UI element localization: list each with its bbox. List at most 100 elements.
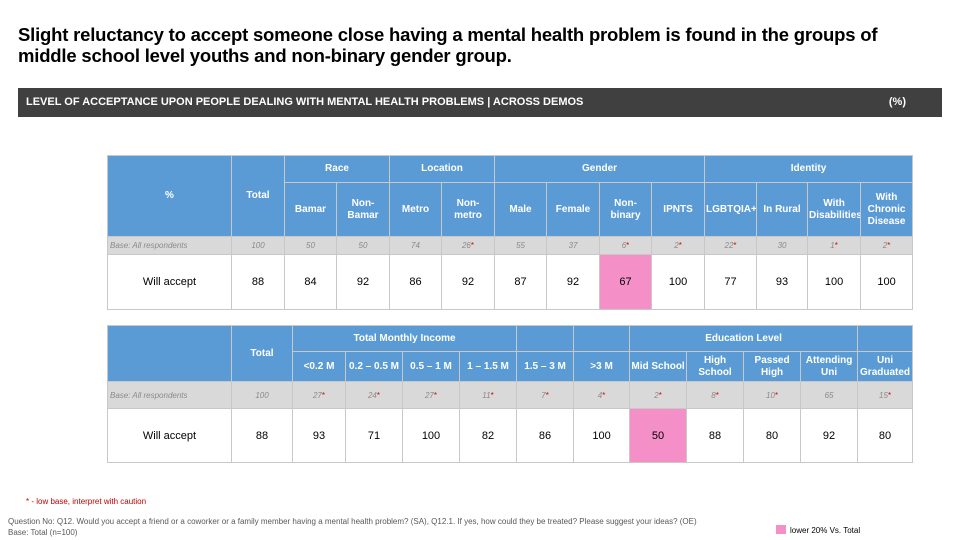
base-cell: 55 xyxy=(494,236,548,255)
base-cell: 74 xyxy=(389,236,442,255)
low-base-star: * xyxy=(376,390,381,400)
low-base-star: * xyxy=(774,390,779,400)
base-row: Base: All respondents 100 50 50 74 26* 5… xyxy=(107,236,914,255)
value-cell: 100 xyxy=(860,254,914,310)
low-base-note: * - low base, interpret with caution xyxy=(26,497,147,506)
low-base-star: * xyxy=(490,390,494,400)
group-header-location: Location xyxy=(388,155,496,183)
column-header: IPNTS xyxy=(651,182,706,237)
base-value: 1 xyxy=(830,241,835,250)
base-cell: 27* xyxy=(402,381,460,409)
base-cell: 50 xyxy=(284,236,337,255)
column-header: Male xyxy=(494,182,548,237)
column-header: LGBTQIA+ xyxy=(704,182,758,237)
legend: lower 20% Vs. Total xyxy=(776,525,860,535)
base-cell: 11* xyxy=(458,381,518,409)
base-value: 10 xyxy=(766,390,775,400)
table-row: Will accept 88 84 92 86 92 87 92 67 100 … xyxy=(107,254,914,310)
base-cell: 15* xyxy=(857,381,914,409)
column-header: Non-binary xyxy=(599,182,653,237)
low-base-star: * xyxy=(545,390,549,400)
group-header-gender: Gender xyxy=(494,155,706,183)
base-cell: 10* xyxy=(743,381,802,409)
column-header: 1.5 – 3 M xyxy=(516,351,575,382)
base-value: 11 xyxy=(482,390,491,400)
banner-unit: (%) xyxy=(888,96,906,108)
column-header: 0.5 – 1 M xyxy=(402,351,460,382)
low-base-star: * xyxy=(470,241,475,250)
base-value: 15 xyxy=(879,390,888,400)
base-cell: 30 xyxy=(756,236,809,255)
row-label: Will accept xyxy=(107,254,232,310)
column-header: In Rural xyxy=(756,182,809,237)
total-header: Total xyxy=(231,325,293,382)
value-cell: 93 xyxy=(756,254,809,310)
value-cell: 84 xyxy=(284,254,337,310)
base-label: Base: All respondents xyxy=(107,381,232,409)
column-header: Mid School xyxy=(629,351,688,382)
value-cell: 86 xyxy=(516,408,575,463)
group-header-education: Education Level xyxy=(629,325,859,352)
low-base-star: * xyxy=(887,241,891,250)
column-header: Metro xyxy=(389,182,442,237)
column-header: Female xyxy=(546,182,601,237)
row-label: Will accept xyxy=(107,408,232,463)
low-base-star: * xyxy=(321,390,326,400)
section-banner: LEVEL OF ACCEPTANCE UPON PEOPLE DEALING … xyxy=(18,88,942,117)
base-cell: 24* xyxy=(345,381,403,409)
total-header: Total xyxy=(231,155,285,237)
question-text: Question No: Q12. Would you accept a fri… xyxy=(8,517,697,526)
base-cell: 4* xyxy=(573,381,631,409)
column-header: 1 – 1.5 M xyxy=(458,351,518,382)
base-cell: 100 xyxy=(231,381,293,409)
column-header: Non-metro xyxy=(440,182,496,237)
base-cell: 2* xyxy=(651,236,706,255)
value-cell: 93 xyxy=(292,408,346,463)
base-cell: 6* xyxy=(599,236,653,255)
column-header: With Chronic Disease xyxy=(860,182,914,237)
corner-header: % xyxy=(107,155,232,237)
low-base-star: * xyxy=(626,241,630,250)
group-header-blank xyxy=(573,325,631,352)
value-cell: 88 xyxy=(231,408,293,463)
column-header: Attending Uni xyxy=(800,351,859,382)
group-header-blank xyxy=(516,325,575,352)
highlighted-value-cell: 50 xyxy=(629,408,688,463)
base-value: 6 xyxy=(621,241,627,250)
value-cell: 100 xyxy=(573,408,631,463)
value-cell: 80 xyxy=(743,408,802,463)
value-cell: 71 xyxy=(345,408,403,463)
base-value: 2 xyxy=(674,241,679,250)
low-base-star: * xyxy=(678,241,682,250)
low-base-star: * xyxy=(834,241,838,250)
low-base-star: * xyxy=(733,241,737,250)
value-cell: 88 xyxy=(231,254,285,310)
base-cell: 8* xyxy=(686,381,745,409)
base-value: 26 xyxy=(461,241,471,250)
low-base-star: * xyxy=(887,390,892,400)
base-value: 2 xyxy=(882,241,888,250)
base-cell: 22* xyxy=(704,236,758,255)
base-label: Base: All respondents xyxy=(107,236,232,255)
column-header: 0.2 – 0.5 M xyxy=(345,351,403,382)
value-cell: 82 xyxy=(458,408,518,463)
base-value: 24 xyxy=(367,390,377,400)
column-header: High School xyxy=(686,351,745,382)
value-cell: 92 xyxy=(800,408,859,463)
base-cell: 50 xyxy=(336,236,390,255)
low-base-star: * xyxy=(433,390,438,400)
value-cell: 86 xyxy=(389,254,442,310)
table-row: Will accept 88 93 71 100 82 86 100 50 88… xyxy=(107,408,914,463)
value-cell: 87 xyxy=(494,254,548,310)
base-cell: 37 xyxy=(546,236,601,255)
base-cell: 2* xyxy=(629,381,688,409)
base-row: Base: All respondents 100 27* 24* 27* 11… xyxy=(107,381,914,409)
legend-swatch xyxy=(776,525,786,534)
value-cell: 92 xyxy=(336,254,390,310)
low-base-star: * xyxy=(658,390,662,400)
base-cell: 65 xyxy=(800,381,859,409)
base-cell: 2* xyxy=(860,236,914,255)
value-cell: 77 xyxy=(704,254,758,310)
value-cell: 100 xyxy=(807,254,862,310)
base-value: 4 xyxy=(597,390,603,400)
